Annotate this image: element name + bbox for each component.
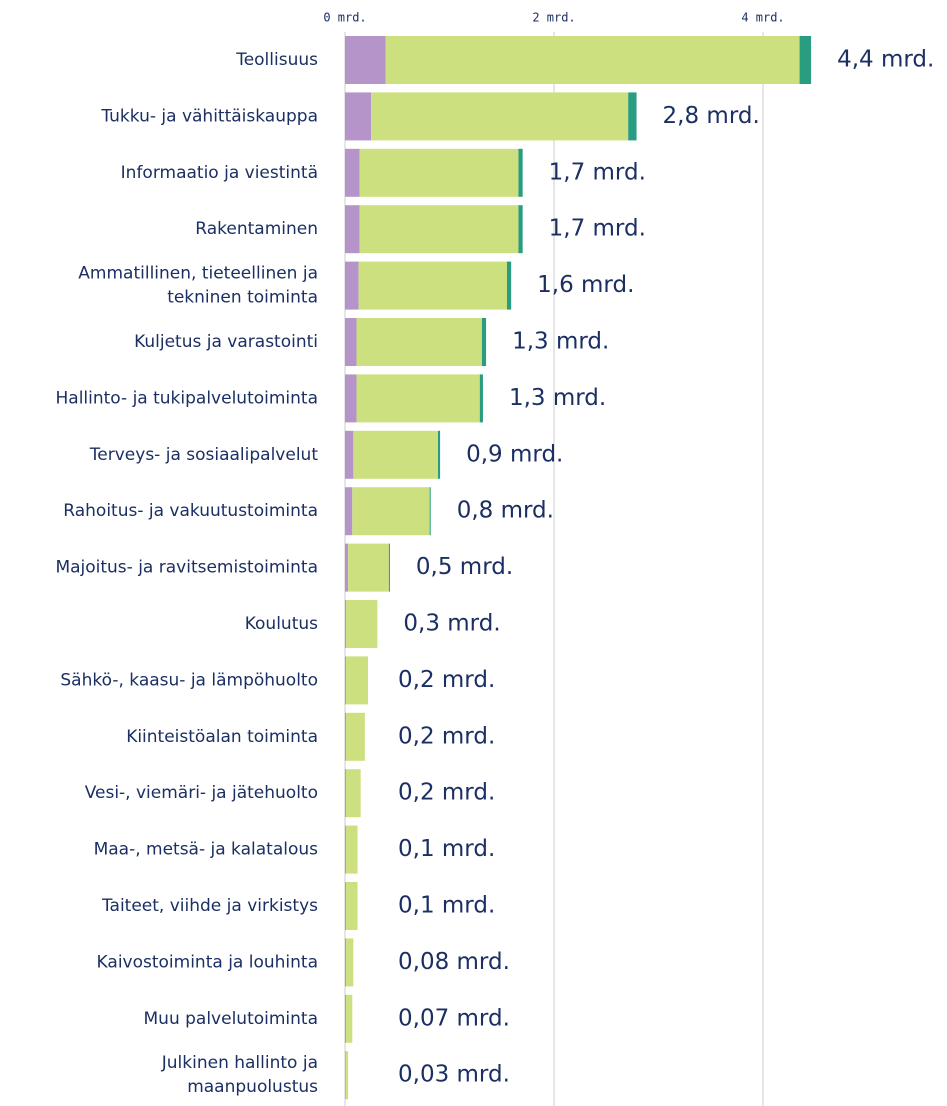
bar-segment (346, 825, 358, 874)
x-tick-label: 2 mrd. (532, 11, 575, 25)
bar-segment (345, 261, 359, 310)
bar-segment (346, 882, 358, 930)
category-label: Kuljetus ja varastointi (134, 332, 318, 352)
bar-segment (345, 1051, 346, 1100)
category-label: Teollisuus (235, 50, 318, 70)
bar-segment (352, 487, 430, 536)
total-label: 0,9 mrd. (466, 441, 563, 467)
bar-segment (345, 487, 353, 536)
bar-segment (481, 318, 487, 366)
bar-segment (345, 318, 357, 366)
total-label: 0,08 mrd. (398, 949, 510, 975)
total-label: 0,5 mrd. (416, 554, 513, 580)
category-label: Maa-, metsä- ja kalatalous (94, 840, 319, 860)
bar-segment (345, 543, 349, 592)
bar-segment (518, 205, 523, 254)
total-label: 1,7 mrd. (549, 159, 646, 185)
bar-segment (345, 92, 372, 141)
total-label: 0,03 mrd. (398, 1062, 510, 1088)
category-label: Muu palvelutoiminta (144, 1009, 319, 1029)
total-label: 0,2 mrd. (398, 667, 495, 693)
bar-segment (359, 148, 519, 197)
category-label: Majoitus- ja ravitsemistoiminta (55, 558, 318, 578)
bar-segment (346, 994, 353, 1043)
bar-segment (345, 374, 357, 423)
bar-segment (518, 148, 523, 197)
bar-segment (353, 430, 439, 479)
bar-segment (346, 600, 378, 648)
total-label: 1,6 mrd. (537, 272, 634, 298)
bar-segment (345, 769, 347, 818)
bar-segment (345, 882, 347, 930)
bar-segment (346, 656, 368, 705)
category-label: Ammatillinen, tieteellinen ja tekninen to… (78, 264, 318, 308)
total-label: 1,3 mrd. (509, 385, 606, 411)
x-tick-label: 0 mrd. (323, 11, 366, 25)
bar-segment (628, 92, 637, 141)
category-label: Informaatio ja viestintä (121, 163, 318, 183)
category-label: Taiteet, viihde ja virkistys (101, 896, 318, 916)
category-label: Kaivostoiminta ja louhinta (97, 952, 318, 972)
category-label: Tukku- ja vähittäiskauppa (100, 106, 318, 126)
bar-segment (438, 430, 441, 479)
bar-segment (358, 261, 507, 310)
bar-segment (429, 487, 431, 536)
bar-segment (345, 148, 360, 197)
total-label: 2,8 mrd. (663, 103, 760, 129)
bar-segment (479, 374, 483, 423)
bar-segment (346, 938, 354, 987)
bar-segment (348, 543, 389, 592)
bar-segment (345, 825, 347, 874)
total-label: 0,2 mrd. (398, 780, 495, 806)
bar-segment (345, 994, 347, 1043)
bar-segment (356, 374, 480, 423)
bar-segment (359, 205, 519, 254)
total-label: 1,3 mrd. (512, 329, 609, 355)
category-label: Koulutus (245, 614, 318, 634)
category-label: Terveys- ja sosiaalipalvelut (89, 445, 319, 465)
category-label: Vesi-, viemäri- ja jätehuolto (85, 783, 318, 803)
category-label: Rahoitus- ja vakuutustoiminta (63, 501, 318, 521)
category-label: Sähkö-, kaasu- ja lämpöhuolto (60, 670, 318, 690)
category-label: Julkinen hallinto ja maanpuolustus (161, 1053, 318, 1097)
bar-segment (345, 600, 347, 648)
bar-segment (345, 656, 347, 705)
total-label: 0,3 mrd. (403, 611, 500, 637)
total-label: 4,4 mrd. (837, 47, 934, 73)
bar-segment (799, 36, 812, 84)
category-label: Rakentaminen (195, 219, 318, 239)
bar-segment (371, 92, 629, 141)
total-label: 0,07 mrd. (398, 1005, 510, 1031)
total-label: 0,8 mrd. (457, 498, 554, 524)
bar-segment (346, 712, 365, 761)
category-label: Hallinto- ja tukipalvelutoiminta (56, 388, 319, 408)
bar-segment (346, 769, 361, 818)
x-tick-label: 4 mrd. (741, 11, 784, 25)
bar-segment (345, 430, 354, 479)
bar-segment (345, 712, 347, 761)
bar-segment (345, 1051, 349, 1100)
total-label: 1,7 mrd. (549, 216, 646, 242)
bar-segment (345, 205, 360, 254)
total-label: 0,1 mrd. (398, 893, 495, 919)
bar-segment (345, 938, 347, 987)
category-label: Kiinteistöalan toiminta (126, 727, 318, 747)
bar-segment (345, 36, 386, 84)
total-label: 0,2 mrd. (398, 723, 495, 749)
total-label: 0,1 mrd. (398, 836, 495, 862)
bar-segment (388, 543, 390, 592)
bar-segment (506, 261, 512, 310)
bar-segment (356, 318, 482, 366)
bar-segment (385, 36, 800, 84)
